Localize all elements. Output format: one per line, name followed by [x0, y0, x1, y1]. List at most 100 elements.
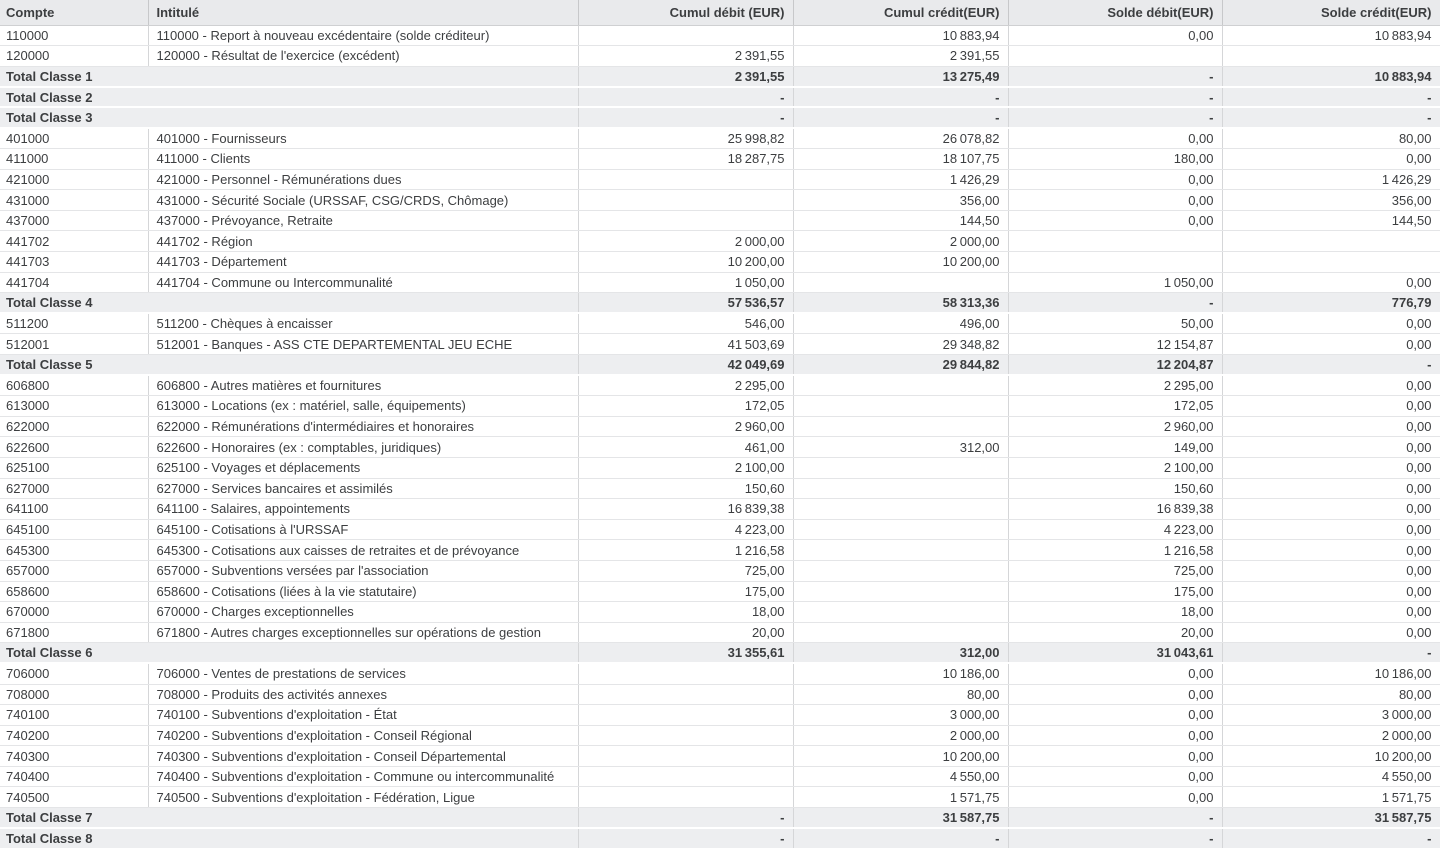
cumul-debit-cell: 461,00	[578, 436, 794, 458]
intitule-cell: 641100 - Salaires, appointements	[148, 498, 579, 520]
cumul-credit-cell	[793, 581, 1009, 603]
compte-cell: 512001	[0, 333, 149, 355]
compte-cell: 740500	[0, 786, 149, 809]
cumul-credit-cell	[793, 498, 1009, 520]
compte-cell: 421000	[0, 169, 149, 191]
solde-credit-cell: 0,00	[1222, 313, 1440, 335]
account-row: 431000 431000 - Sécurité Sociale (URSSAF,…	[0, 189, 1440, 211]
account-row: 627000 627000 - Services bancaires et ass…	[0, 478, 1440, 500]
solde-credit-cell: 4 550,00	[1222, 766, 1440, 788]
solde-credit-cell: 31 587,75	[1222, 807, 1440, 830]
account-row: 671800 671800 - Autres charges exceptionn…	[0, 622, 1440, 644]
account-row: 511200 511200 - Chèques à encaisser 546,00…	[0, 313, 1440, 335]
solde-debit-cell: 0,00	[1008, 663, 1223, 685]
compte-cell: 641100	[0, 498, 149, 520]
compte-cell: 441703	[0, 251, 149, 273]
cumul-debit-cell: 18 287,75	[578, 148, 794, 170]
cumul-debit-cell	[578, 25, 794, 47]
cumul-debit-cell: 150,60	[578, 478, 794, 500]
cumul-credit-cell: 496,00	[793, 313, 1009, 335]
cumul-debit-cell: 41 503,69	[578, 333, 794, 355]
compte-cell: 645100	[0, 519, 149, 541]
solde-debit-cell: 180,00	[1008, 148, 1223, 170]
solde-debit-cell: 0,00	[1008, 684, 1223, 706]
solde-debit-cell: 50,00	[1008, 313, 1223, 335]
cumul-debit-cell: 2 960,00	[578, 416, 794, 438]
cumul-debit-cell: -	[578, 107, 794, 129]
account-row: 441704 441704 - Commune ou Intercommunali…	[0, 272, 1440, 294]
cumul-credit-cell: 29 348,82	[793, 333, 1009, 355]
intitule-cell: 740500 - Subventions d'exploitation - Fé…	[148, 786, 579, 809]
solde-credit-cell: 356,00	[1222, 189, 1440, 211]
intitule-cell: 671800 - Autres charges exceptionnelles …	[148, 622, 579, 644]
solde-debit-cell: 12 204,87	[1008, 354, 1223, 377]
cumul-debit-cell: 16 839,38	[578, 498, 794, 520]
compte-cell: 110000	[0, 25, 149, 47]
cumul-credit-cell: 18 107,75	[793, 148, 1009, 170]
account-row: 657000 657000 - Subventions versées par l…	[0, 560, 1440, 582]
cumul-credit-cell: 3 000,00	[793, 704, 1009, 726]
solde-debit-cell: 0,00	[1008, 786, 1223, 809]
solde-debit-cell: 2 960,00	[1008, 416, 1223, 438]
cumul-credit-cell: 13 275,49	[793, 66, 1009, 88]
cumul-credit-cell	[793, 375, 1009, 397]
compte-cell: 622000	[0, 416, 149, 438]
cumul-credit-cell	[793, 601, 1009, 623]
cumul-credit-cell: 2 000,00	[793, 725, 1009, 747]
account-row: 622000 622000 - Rémunérations d'intermédi…	[0, 416, 1440, 438]
total-label-cell: Total Classe 7	[0, 807, 579, 830]
solde-credit-cell: 0,00	[1222, 560, 1440, 582]
solde-credit-cell: 10 200,00	[1222, 745, 1440, 767]
cumul-debit-cell	[578, 210, 794, 232]
total-row: Total Classe 2----	[0, 86, 1440, 109]
compte-cell: 401000	[0, 127, 149, 150]
compte-cell: 658600	[0, 581, 149, 603]
intitule-cell: 110000 - Report à nouveau excédentaire (…	[148, 25, 579, 47]
total-row: Total Classe 7-31 587,75-31 587,75	[0, 807, 1440, 830]
compte-cell: 740300	[0, 745, 149, 767]
intitule-cell: 622000 - Rémunérations d'intermédiaires …	[148, 416, 579, 438]
intitule-cell: 613000 - Locations (ex : matériel, salle…	[148, 395, 579, 417]
solde-credit-cell: 0,00	[1222, 436, 1440, 458]
solde-credit-cell: 0,00	[1222, 272, 1440, 294]
cumul-credit-cell: 1 426,29	[793, 169, 1009, 191]
cumul-debit-cell: 546,00	[578, 313, 794, 335]
total-row: Total Classe 3----	[0, 107, 1440, 129]
solde-debit-cell: 0,00	[1008, 210, 1223, 232]
compte-cell: 431000	[0, 189, 149, 211]
cumul-credit-cell: -	[793, 107, 1009, 129]
compte-cell: 657000	[0, 560, 149, 582]
account-row: 625100 625100 - Voyages et déplacements 2 …	[0, 457, 1440, 479]
total-label-cell: Total Classe 4	[0, 292, 579, 315]
cumul-credit-cell	[793, 519, 1009, 541]
cumul-credit-cell: 10 883,94	[793, 25, 1009, 47]
account-row: 740500 740500 - Subventions d'exploitatio…	[0, 786, 1440, 809]
account-row: 421000 421000 - Personnel - Rémunérations…	[0, 169, 1440, 191]
solde-credit-cell: 0,00	[1222, 478, 1440, 500]
solde-credit-cell: 3 000,00	[1222, 704, 1440, 726]
solde-credit-cell: 0,00	[1222, 375, 1440, 397]
cumul-debit-cell: -	[578, 828, 794, 850]
total-label-cell: Total Classe 8	[0, 828, 579, 850]
cumul-debit-cell: 2 391,55	[578, 45, 794, 67]
solde-debit-cell: 175,00	[1008, 581, 1223, 603]
solde-credit-cell: 144,50	[1222, 210, 1440, 232]
intitule-cell: 740200 - Subventions d'exploitation - Co…	[148, 725, 579, 747]
cumul-debit-cell: 725,00	[578, 560, 794, 582]
solde-credit-cell	[1222, 45, 1440, 67]
intitule-cell: 657000 - Subventions versées par l'assoc…	[148, 560, 579, 582]
solde-debit-cell: 1 050,00	[1008, 272, 1223, 294]
solde-credit-cell: 2 000,00	[1222, 725, 1440, 747]
intitule-cell: 606800 - Autres matières et fournitures	[148, 375, 579, 397]
cumul-debit-cell: 1 216,58	[578, 539, 794, 561]
cumul-debit-cell: -	[578, 807, 794, 830]
account-row: 740100 740100 - Subventions d'exploitatio…	[0, 704, 1440, 726]
solde-credit-cell	[1222, 251, 1440, 273]
cumul-debit-cell	[578, 684, 794, 706]
solde-credit-cell: 10 186,00	[1222, 663, 1440, 685]
solde-credit-cell: 80,00	[1222, 127, 1440, 150]
cumul-credit-cell: -	[793, 86, 1009, 109]
intitule-cell: 421000 - Personnel - Rémunérations dues	[148, 169, 579, 191]
